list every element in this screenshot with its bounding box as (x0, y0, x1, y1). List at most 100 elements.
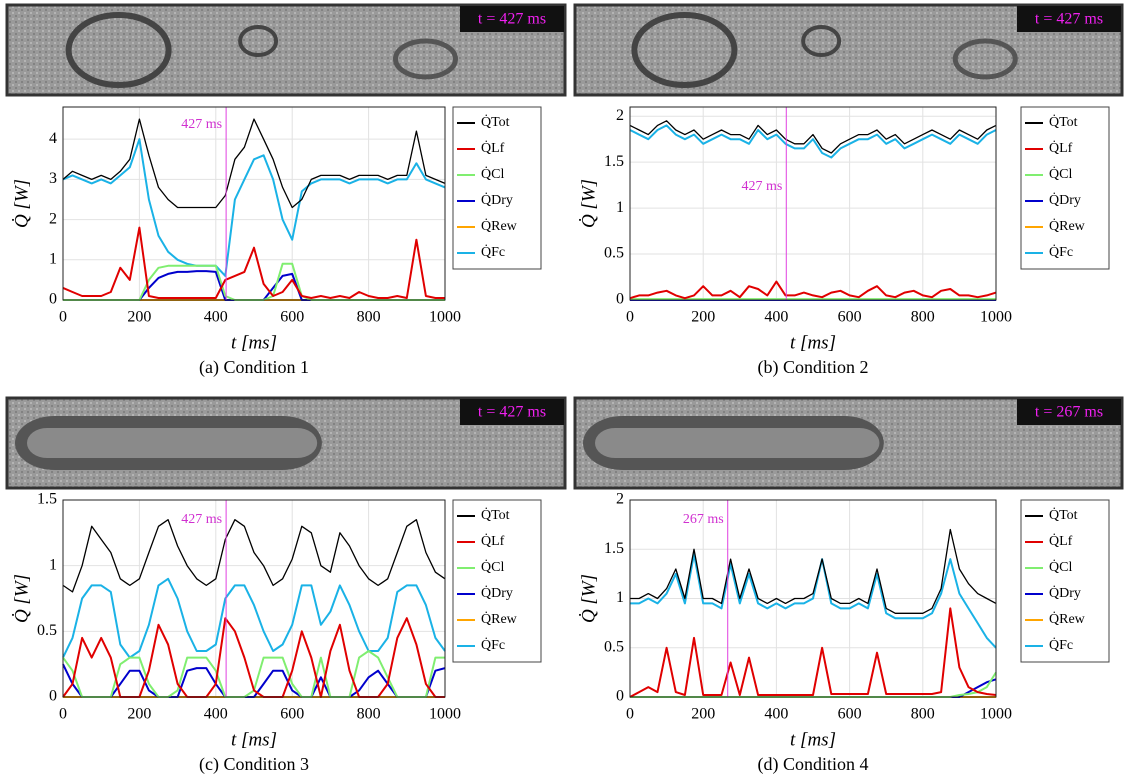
caption: (d) Condition 4 (758, 754, 869, 775)
series-line (62, 226, 445, 299)
image-label: t = 267 ms (1035, 404, 1103, 421)
x-tick-label: 800 (357, 706, 381, 723)
legend-label: Q̇Dry (481, 585, 513, 602)
x-axis-label: t [ms] (790, 729, 836, 750)
series-line (62, 118, 446, 209)
legend-label: Q̇Cl (1049, 166, 1072, 183)
x-tick-label: 400 (204, 706, 228, 723)
legend-label: Q̇Fc (481, 637, 505, 654)
y-axis-label: Q̇ [W] (577, 574, 599, 623)
legend-box (1020, 106, 1110, 270)
y-tick-label: 1 (49, 250, 57, 267)
bubble (238, 25, 279, 57)
x-axis-label: t [ms] (231, 332, 277, 353)
x-tick-label: 600 (280, 706, 304, 723)
legend-label: Q̇Lf (1049, 533, 1073, 550)
axes-box (62, 106, 446, 301)
legend-label: Q̇Rew (481, 611, 518, 628)
caption: (b) Condition 2 (758, 357, 869, 378)
image-label: t = 427 ms (1035, 11, 1103, 28)
x-tick-label: 800 (911, 706, 935, 723)
y-tick-label: 0.5 (604, 638, 624, 655)
x-tick-label: 200 (691, 309, 715, 326)
y-tick-label: 1 (616, 199, 624, 216)
series-line (629, 280, 997, 300)
legend-label: Q̇Tot (1049, 114, 1078, 131)
y-tick-label: 1.5 (37, 491, 57, 508)
image-label-box (460, 6, 564, 32)
legend-label: Q̇Lf (481, 140, 505, 157)
image-label-box (1017, 399, 1121, 425)
y-tick-label: 1.5 (604, 540, 624, 557)
plot-area (63, 107, 445, 300)
legend-label: Q̇Rew (1049, 218, 1086, 235)
legend-label: Q̇Dry (481, 192, 513, 209)
y-tick-label: 0.5 (604, 245, 624, 262)
legend-label: Q̇Fc (1049, 637, 1073, 654)
legend-label: Q̇Cl (481, 166, 504, 183)
axes-box (629, 499, 997, 698)
image-label: t = 427 ms (478, 11, 546, 28)
bubble (65, 12, 172, 88)
bubble (801, 25, 842, 57)
y-tick-label: 4 (49, 130, 57, 147)
series-line (629, 607, 997, 698)
plot-area (630, 107, 996, 300)
x-tick-label: 200 (127, 309, 151, 326)
x-tick-label: 0 (59, 309, 67, 326)
series-line (630, 553, 997, 649)
bubble-core (595, 428, 880, 458)
caption: (c) Condition 3 (199, 754, 309, 775)
legend-box (1020, 499, 1110, 663)
legend-label: Q̇Lf (1049, 140, 1073, 157)
legend-label: Q̇Dry (1049, 585, 1081, 602)
legend-label: Q̇Cl (481, 559, 504, 576)
y-axis-label: Q̇ [W] (10, 179, 32, 228)
caption: (a) Condition 1 (199, 357, 309, 378)
legend-label: Q̇Tot (481, 507, 510, 524)
bubble (952, 38, 1018, 80)
x-tick-label: 600 (838, 706, 862, 723)
series-line (62, 519, 446, 593)
x-tick-label: 600 (280, 309, 304, 326)
series-line (629, 120, 997, 154)
bubble-core (27, 428, 318, 458)
y-tick-label: 1.5 (604, 153, 624, 170)
image-label-box (460, 399, 564, 425)
legend-box (452, 106, 542, 270)
marker-label: 427 ms (181, 117, 222, 132)
y-tick-label: 0 (49, 688, 57, 705)
y-tick-label: 2 (616, 491, 624, 508)
series-line (630, 528, 997, 614)
series-line (629, 124, 997, 159)
x-tick-label: 1000 (980, 706, 1012, 723)
legend-label: Q̇Dry (1049, 192, 1081, 209)
x-tick-label: 800 (357, 309, 381, 326)
axes-box (62, 499, 446, 698)
legend-label: Q̇Cl (1049, 559, 1072, 576)
y-tick-label: 0 (49, 291, 57, 308)
y-tick-label: 3 (49, 170, 57, 187)
marker-label: 427 ms (181, 512, 222, 527)
axes-box (629, 106, 997, 301)
y-tick-label: 1 (49, 556, 57, 573)
x-tick-label: 1000 (429, 706, 461, 723)
x-tick-label: 200 (127, 706, 151, 723)
y-axis-label: Q̇ [W] (577, 179, 599, 228)
x-axis-label: t [ms] (231, 729, 277, 750)
legend-label: Q̇Fc (1049, 244, 1073, 261)
bubble (631, 12, 738, 88)
y-tick-label: 0 (616, 291, 624, 308)
image-label: t = 427 ms (478, 404, 546, 421)
y-tick-label: 2 (616, 107, 624, 124)
marker-label: 427 ms (741, 179, 782, 194)
legend-label: Q̇Fc (481, 244, 505, 261)
legend-box (452, 499, 542, 663)
x-tick-label: 1000 (429, 309, 461, 326)
y-tick-label: 1 (616, 589, 624, 606)
x-tick-label: 200 (691, 706, 715, 723)
x-tick-label: 400 (764, 706, 788, 723)
legend-label: Q̇Rew (481, 218, 518, 235)
x-tick-label: 0 (626, 706, 634, 723)
